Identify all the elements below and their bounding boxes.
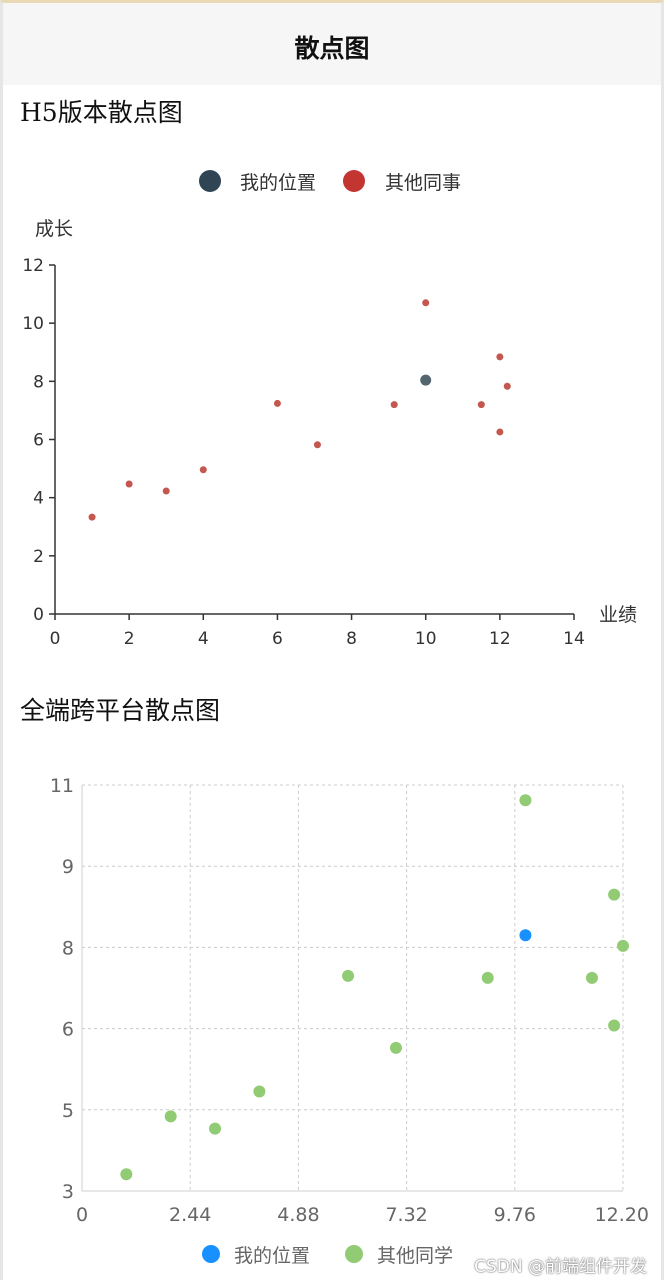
h5-y-ticks: 0 2 4 6 8 10 12 xyxy=(22,256,55,625)
h5-x-tick-label: 10 xyxy=(415,629,437,649)
cross-point-classmate[interactable] xyxy=(389,1041,402,1054)
h5-scatter-chart: 我的位置 其他同事 成长 业绩 0 2 4 6 8 10 12 0 2 4 6 8 10 12 14 xyxy=(22,170,637,649)
h5-point-colleague[interactable] xyxy=(422,299,430,307)
h5-x-tick-label: 12 xyxy=(489,629,511,649)
legend-marker-my-position xyxy=(199,170,221,192)
legend-marker-colleagues xyxy=(343,170,365,192)
cross-y-tick-label: 6 xyxy=(62,1019,74,1041)
cross-x-ticks: 0 2.44 4.88 7.32 9.76 12.20 xyxy=(76,1204,649,1226)
h5-x-ticks: 0 2 4 6 8 10 12 14 xyxy=(50,614,585,649)
h5-point-my-position[interactable] xyxy=(420,374,432,386)
h5-y-tick-label: 2 xyxy=(33,547,44,567)
h5-point-colleague[interactable] xyxy=(496,353,504,361)
cross-point-classmate[interactable] xyxy=(608,888,621,901)
h5-point-colleague[interactable] xyxy=(125,480,133,488)
h5-y-axis-title: 成长 xyxy=(35,218,73,240)
h5-x-tick-label: 8 xyxy=(346,629,357,649)
cross-x-tick-label: 0 xyxy=(76,1204,88,1226)
h5-point-colleague[interactable] xyxy=(199,466,207,474)
h5-point-colleague[interactable] xyxy=(503,382,511,390)
h5-y-tick-label: 8 xyxy=(33,372,44,392)
legend-label-my-position: 我的位置 xyxy=(234,1245,310,1267)
cross-x-tick-label: 7.32 xyxy=(385,1204,427,1226)
legend-label-my-position: 我的位置 xyxy=(240,172,316,194)
cross-point-classmate[interactable] xyxy=(481,971,494,984)
h5-y-tick-label: 0 xyxy=(33,605,44,625)
cross-point-classmate[interactable] xyxy=(342,969,355,982)
legend-marker-classmates xyxy=(345,1245,363,1263)
h5-y-tick-label: 4 xyxy=(33,489,44,509)
h5-x-tick-label: 4 xyxy=(198,629,209,649)
cross-point-classmate[interactable] xyxy=(608,1019,621,1032)
h5-y-tick-label: 12 xyxy=(22,256,44,276)
h5-x-tick-label: 6 xyxy=(272,629,283,649)
legend-marker-my-position xyxy=(202,1245,220,1263)
cross-point-classmate[interactable] xyxy=(164,1110,177,1123)
csdn-watermark: CSDN @前端组件开发 xyxy=(474,1257,647,1277)
cross-legend: 我的位置 其他同学 xyxy=(202,1245,453,1267)
h5-point-colleague[interactable] xyxy=(273,399,281,407)
cross-y-tick-label: 11 xyxy=(50,775,74,797)
h5-legend: 我的位置 其他同事 xyxy=(199,170,461,194)
h5-x-axis-title: 业绩 xyxy=(599,604,637,626)
cross-point-classmate[interactable] xyxy=(585,971,598,984)
cross-x-tick-label: 12.20 xyxy=(595,1204,649,1226)
h5-section-title: H5版本散点图 xyxy=(20,98,183,127)
h5-points xyxy=(88,299,511,521)
cross-point-classmate[interactable] xyxy=(209,1122,222,1135)
h5-point-colleague[interactable] xyxy=(496,428,504,436)
cross-points xyxy=(120,794,629,1181)
h5-point-colleague[interactable] xyxy=(390,401,398,409)
h5-point-colleague[interactable] xyxy=(162,487,170,495)
cross-grid xyxy=(82,784,624,1191)
navigation-bar: 散点图 xyxy=(3,3,661,85)
cross-x-tick-label: 2.44 xyxy=(169,1204,211,1226)
cross-y-tick-label: 9 xyxy=(62,856,74,878)
h5-x-tick-label: 14 xyxy=(563,629,585,649)
cross-point-classmate[interactable] xyxy=(519,794,532,807)
cross-point-classmate[interactable] xyxy=(120,1168,133,1181)
legend-item-my-position[interactable]: 我的位置 xyxy=(199,170,316,194)
h5-y-tick-label: 6 xyxy=(33,431,44,451)
cross-y-ticks: 3 5 6 8 9 11 xyxy=(50,775,74,1203)
cross-x-tick-label: 9.76 xyxy=(494,1204,536,1226)
legend-item-colleagues[interactable]: 其他同事 xyxy=(343,170,461,194)
h5-x-tick-label: 2 xyxy=(124,629,135,649)
legend-item-my-position[interactable]: 我的位置 xyxy=(202,1245,310,1267)
legend-label-colleagues: 其他同事 xyxy=(385,172,461,194)
h5-point-colleague[interactable] xyxy=(477,401,485,409)
cross-point-classmate[interactable] xyxy=(253,1085,266,1098)
cross-y-tick-label: 3 xyxy=(62,1181,74,1203)
cross-platform-scatter-chart: 3 5 6 8 9 11 0 2.44 4.88 7.32 9.76 12.20 我的位置 其他同学 xyxy=(50,775,649,1267)
h5-point-colleague[interactable] xyxy=(88,513,96,521)
h5-y-tick-label: 10 xyxy=(22,314,44,334)
cross-point-my-position[interactable] xyxy=(519,929,532,942)
legend-item-classmates[interactable]: 其他同学 xyxy=(345,1245,453,1267)
legend-label-classmates: 其他同学 xyxy=(377,1245,453,1267)
h5-x-tick-label: 0 xyxy=(50,629,61,649)
cross-point-classmate[interactable] xyxy=(617,939,629,952)
page-title: 散点图 xyxy=(294,34,370,63)
cross-y-tick-label: 8 xyxy=(62,937,74,959)
cross-x-tick-label: 4.88 xyxy=(277,1204,319,1226)
cross-y-tick-label: 5 xyxy=(62,1100,74,1122)
cross-platform-section-title: 全端跨平台散点图 xyxy=(20,696,221,725)
h5-point-colleague[interactable] xyxy=(313,441,321,449)
